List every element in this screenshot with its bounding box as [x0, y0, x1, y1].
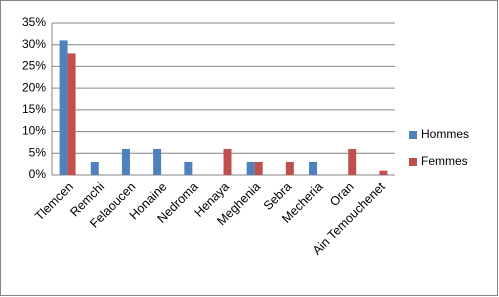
bar — [59, 40, 68, 175]
bar — [90, 161, 99, 175]
bar — [309, 161, 318, 175]
legend-swatch — [409, 131, 417, 139]
bar — [223, 148, 232, 175]
bar — [67, 53, 76, 175]
bar — [121, 148, 130, 175]
bar — [184, 161, 193, 175]
bar — [246, 161, 255, 175]
y-tick-label: 15% — [22, 102, 46, 116]
bar — [254, 161, 263, 175]
bar — [285, 161, 294, 175]
bar — [153, 148, 162, 175]
legend-swatch — [409, 158, 417, 166]
y-tick-label: 30% — [22, 37, 46, 51]
bar — [348, 148, 357, 175]
y-tick-label: 35% — [22, 15, 46, 29]
y-tick-label: 0% — [29, 167, 47, 181]
y-tick-label: 20% — [22, 80, 46, 94]
legend-label: Femmes — [421, 154, 468, 168]
y-tick-label: 10% — [22, 124, 46, 138]
y-tick-label: 25% — [22, 59, 46, 73]
legend-label: Hommes — [421, 127, 469, 141]
bar — [379, 170, 388, 175]
y-tick-label: 5% — [29, 145, 47, 159]
